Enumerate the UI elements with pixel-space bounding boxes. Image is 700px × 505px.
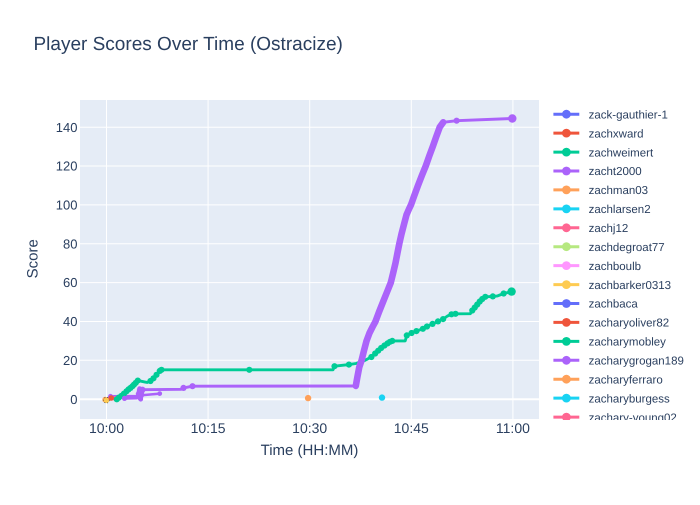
svg-text:zacht2000: zacht2000	[589, 166, 642, 178]
svg-text:zachj12: zachj12	[589, 223, 629, 235]
svg-text:zacharymobley: zacharymobley	[589, 337, 667, 349]
svg-text:zacharyferraro: zacharyferraro	[589, 374, 663, 386]
svg-text:zachbaca: zachbaca	[589, 299, 639, 311]
svg-text:zachlarsen2: zachlarsen2	[589, 204, 651, 216]
svg-text:zacharyburgess: zacharyburgess	[589, 393, 670, 405]
svg-text:zachboulb: zachboulb	[589, 261, 641, 273]
svg-text:10:30: 10:30	[292, 420, 327, 436]
svg-text:100: 100	[56, 198, 78, 213]
svg-text:0: 0	[70, 392, 77, 407]
svg-text:60: 60	[63, 275, 77, 290]
svg-text:zachweimert: zachweimert	[589, 147, 654, 159]
svg-text:140: 140	[56, 120, 78, 135]
svg-text:10:15: 10:15	[191, 420, 226, 436]
svg-text:40: 40	[63, 314, 77, 329]
svg-text:zachary-young02: zachary-young02	[589, 412, 677, 424]
svg-text:zachdegroat77: zachdegroat77	[589, 242, 665, 254]
svg-text:120: 120	[56, 159, 78, 174]
svg-text:Player Scores Over Time (Ostra: Player Scores Over Time (Ostracize)	[34, 34, 343, 55]
svg-text:20: 20	[63, 353, 77, 368]
svg-text:zachman03: zachman03	[589, 185, 648, 197]
svg-text:Time (HH:MM): Time (HH:MM)	[261, 442, 359, 459]
svg-text:zack-gauthier-1: zack-gauthier-1	[589, 109, 668, 121]
svg-text:10:00: 10:00	[89, 420, 124, 436]
svg-text:zacharygrogan189: zacharygrogan189	[589, 356, 684, 368]
svg-text:zachbarker0313: zachbarker0313	[589, 280, 671, 292]
svg-text:zacharyoliver82: zacharyoliver82	[589, 318, 670, 330]
svg-text:zachxward: zachxward	[589, 128, 644, 140]
svg-text:80: 80	[63, 236, 77, 251]
svg-text:11:00: 11:00	[496, 420, 530, 436]
svg-text:Score: Score	[25, 239, 42, 278]
svg-text:10:45: 10:45	[394, 420, 429, 436]
